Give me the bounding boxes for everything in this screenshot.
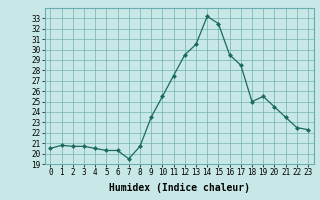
X-axis label: Humidex (Indice chaleur): Humidex (Indice chaleur) [109,183,250,193]
